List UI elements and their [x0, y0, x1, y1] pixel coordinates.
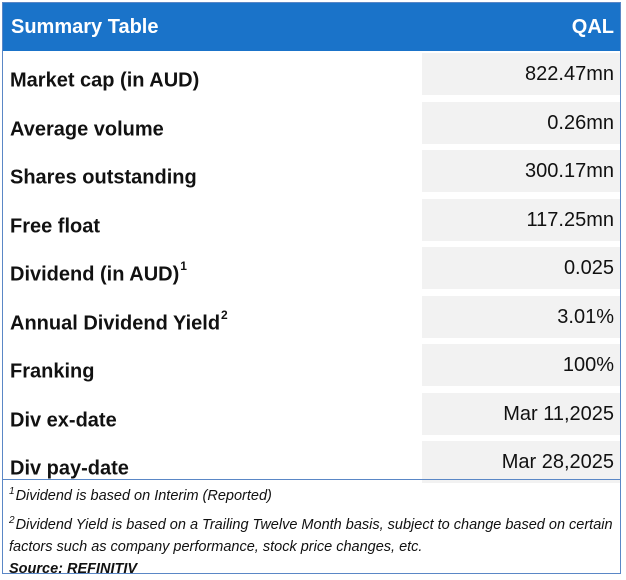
row-value: 100% — [422, 344, 620, 386]
row-label: Shares outstanding — [10, 166, 197, 189]
row-value: Mar 28,2025 — [422, 441, 620, 483]
table-row: Franking 100% — [3, 344, 620, 393]
row-label: Div ex-date — [10, 409, 117, 432]
row-label: Annual Dividend Yield2 — [10, 307, 228, 335]
footnotes: 1Dividend is based on Interim (Reported)… — [9, 481, 619, 580]
table-row: Dividend (in AUD)1 0.025 — [3, 247, 620, 296]
row-value: 0.26mn — [422, 101, 620, 144]
footnote-1: 1Dividend is based on Interim (Reported) — [9, 486, 272, 504]
row-value: 300.17mn — [422, 150, 620, 192]
row-label: Free float — [10, 215, 101, 238]
row-label: Market cap (in AUD) — [10, 69, 200, 92]
table-row: Shares outstanding 300.17mn — [3, 150, 620, 199]
ticker-label: QAL — [571, 15, 614, 38]
table-header: Summary Table QAL — [3, 3, 620, 51]
row-value: 3.01% — [422, 295, 620, 338]
table-row: Annual Dividend Yield2 3.01% — [3, 295, 620, 345]
footnote-2: 2Dividend Yield is based on a Trailing T… — [9, 514, 613, 555]
table-row: Div ex-date Mar 11,2025 — [3, 392, 620, 442]
table-row: Average volume 0.26mn — [3, 101, 620, 151]
row-label: Average volume — [10, 118, 164, 141]
row-value: 0.025 — [422, 247, 620, 289]
row-value: 117.25mn — [422, 198, 620, 241]
row-label: Dividend (in AUD)1 — [10, 259, 187, 286]
table-title: Summary Table — [11, 15, 159, 38]
table-row: Free float 117.25mn — [3, 198, 620, 248]
source-line: Source: REFINITIV — [9, 560, 138, 577]
table-row: Div pay-date Mar 28,2025 — [3, 441, 620, 490]
table-body: Market cap (in AUD) 822.47mn Average vol… — [3, 53, 620, 490]
row-label: Franking — [10, 360, 95, 383]
footnote-divider — [3, 479, 620, 480]
row-value: 822.47mn — [422, 53, 620, 95]
row-label: Div pay-date — [10, 457, 129, 480]
row-value: Mar 11,2025 — [422, 392, 620, 435]
table-row: Market cap (in AUD) 822.47mn — [3, 53, 620, 102]
